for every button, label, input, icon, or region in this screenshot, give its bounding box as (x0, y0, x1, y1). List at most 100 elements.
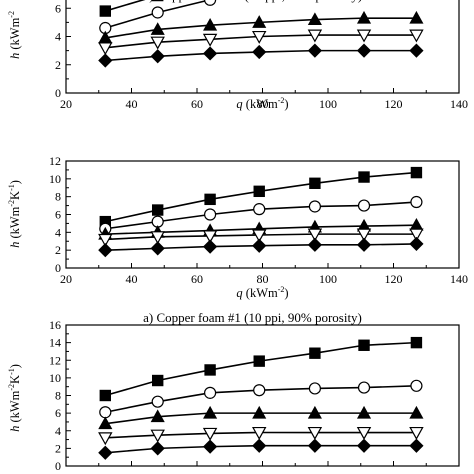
data-point-diamond (202, 239, 218, 254)
x-tick-label: 120 (385, 272, 403, 286)
data-point-triangle-up (150, 22, 165, 35)
y-tick-label: 4 (55, 225, 61, 239)
data-point-circle (410, 379, 423, 392)
series-group (98, 0, 424, 68)
data-point-diamond (98, 445, 113, 460)
x-tick-label: 100 (319, 272, 337, 286)
x-tick-label: 60 (191, 97, 203, 111)
data-point-triangle-up (252, 405, 267, 419)
series-group (98, 336, 424, 460)
data-point-triangle-down (150, 429, 165, 443)
data-point-square (358, 171, 370, 183)
data-point-circle (308, 200, 321, 213)
y-tick-label: 12 (49, 353, 61, 367)
data-point-triangle-up (203, 17, 218, 31)
data-point-diamond (307, 438, 323, 453)
y-tick-label: 2 (55, 441, 61, 455)
data-point-square (253, 185, 265, 198)
y-tick-label: 0 (55, 86, 61, 100)
data-point-triangle-up (356, 10, 372, 24)
x-tick-label: 40 (126, 272, 138, 286)
x-tick-label: 60 (191, 272, 203, 286)
data-point-square (309, 347, 321, 359)
data-point-square (99, 389, 111, 402)
data-point-triangle-down (252, 426, 267, 440)
x-tick-label: 100 (319, 97, 337, 111)
data-point-triangle-down (307, 426, 323, 440)
x-tick-label: 120 (385, 97, 403, 111)
x-tick-label: 20 (60, 97, 72, 111)
data-point-circle (253, 203, 266, 216)
data-point-triangle-down (202, 33, 218, 47)
data-point-triangle-down (98, 233, 113, 247)
data-point-square (152, 0, 164, 2)
data-point-triangle-down (356, 426, 372, 440)
x-tick-label: 80 (257, 97, 269, 111)
data-point-triangle-down (98, 42, 113, 56)
y-tick-label: 8 (55, 190, 61, 204)
data-point-diamond (252, 438, 267, 453)
y-tick-label: 6 (55, 208, 61, 222)
data-point-diamond (307, 43, 323, 58)
data-point-triangle-down (98, 432, 113, 446)
y-tick-label: 2 (55, 58, 61, 72)
data-point-triangle-down (202, 427, 218, 441)
data-point-square (253, 355, 265, 367)
plot-frame (65, 0, 460, 94)
data-point-circle (204, 386, 217, 399)
data-point-triangle-down (307, 228, 323, 242)
data-point-diamond (202, 439, 218, 454)
data-point-circle (99, 406, 112, 419)
x-tick-label: 140 (450, 272, 468, 286)
data-point-triangle-up (203, 405, 218, 419)
data-point-triangle-down (307, 29, 323, 43)
data-point-diamond (409, 43, 424, 58)
data-point-circle (410, 195, 423, 209)
x-tick-label: 80 (257, 272, 269, 286)
data-point-circle (151, 395, 164, 408)
data-point-circle (253, 384, 266, 397)
y-tick-label: 10 (49, 371, 61, 385)
data-point-square (152, 204, 164, 216)
y-tick-label: 0 (55, 261, 61, 275)
data-point-diamond (252, 238, 267, 253)
data-point-triangle-down (409, 29, 424, 43)
data-point-triangle-up (307, 12, 322, 26)
data-point-circle (357, 381, 371, 394)
x-tick-label: 20 (60, 272, 72, 286)
data-point-diamond (409, 236, 424, 252)
data-point-diamond (202, 46, 218, 61)
data-point-square (204, 364, 216, 376)
y-axis-label: h (kWm-2 (7, 11, 22, 59)
data-point-triangle-down (252, 30, 267, 44)
data-point-triangle-down (409, 426, 424, 440)
data-point-triangle-up (252, 15, 267, 28)
data-point-triangle-down (202, 230, 218, 244)
plot-frame (65, 160, 460, 269)
data-point-circle (204, 0, 217, 6)
data-point-triangle-up (409, 405, 424, 419)
data-point-square (204, 193, 216, 206)
chart-panel-3: 0 2 4 6 8 10 12 14 16 h (kWm-2K-1) b) Copper foam … (7, 0, 460, 473)
data-point-diamond (252, 44, 267, 60)
data-point-circle (204, 208, 217, 221)
y-axis-label: h (kWm-2K-1) (7, 180, 22, 248)
data-point-diamond (356, 43, 372, 58)
data-point-circle (151, 6, 164, 19)
chart-panel-1: 20 40 60 80 100 120 140 0 2 4 6 h (kWm-2 q (kWm-2) (7, 0, 468, 111)
figure-caption: b) Copper foam #2 (10 ppi, 95% porosity) (143, 0, 363, 3)
y-tick-label: 12 (49, 154, 61, 168)
data-point-diamond (150, 441, 165, 456)
data-point-triangle-up (98, 416, 113, 430)
data-point-diamond (356, 237, 372, 252)
series-group (98, 166, 424, 258)
x-tick-label: 40 (126, 97, 138, 111)
data-point-square (358, 339, 370, 351)
data-point-circle (357, 199, 371, 212)
data-point-diamond (307, 237, 323, 252)
x-tick-label: 140 (450, 97, 468, 111)
y-axis-label: h (kWm-2K-1) (7, 364, 22, 432)
data-point-square (410, 336, 423, 349)
data-point-square (410, 166, 423, 179)
